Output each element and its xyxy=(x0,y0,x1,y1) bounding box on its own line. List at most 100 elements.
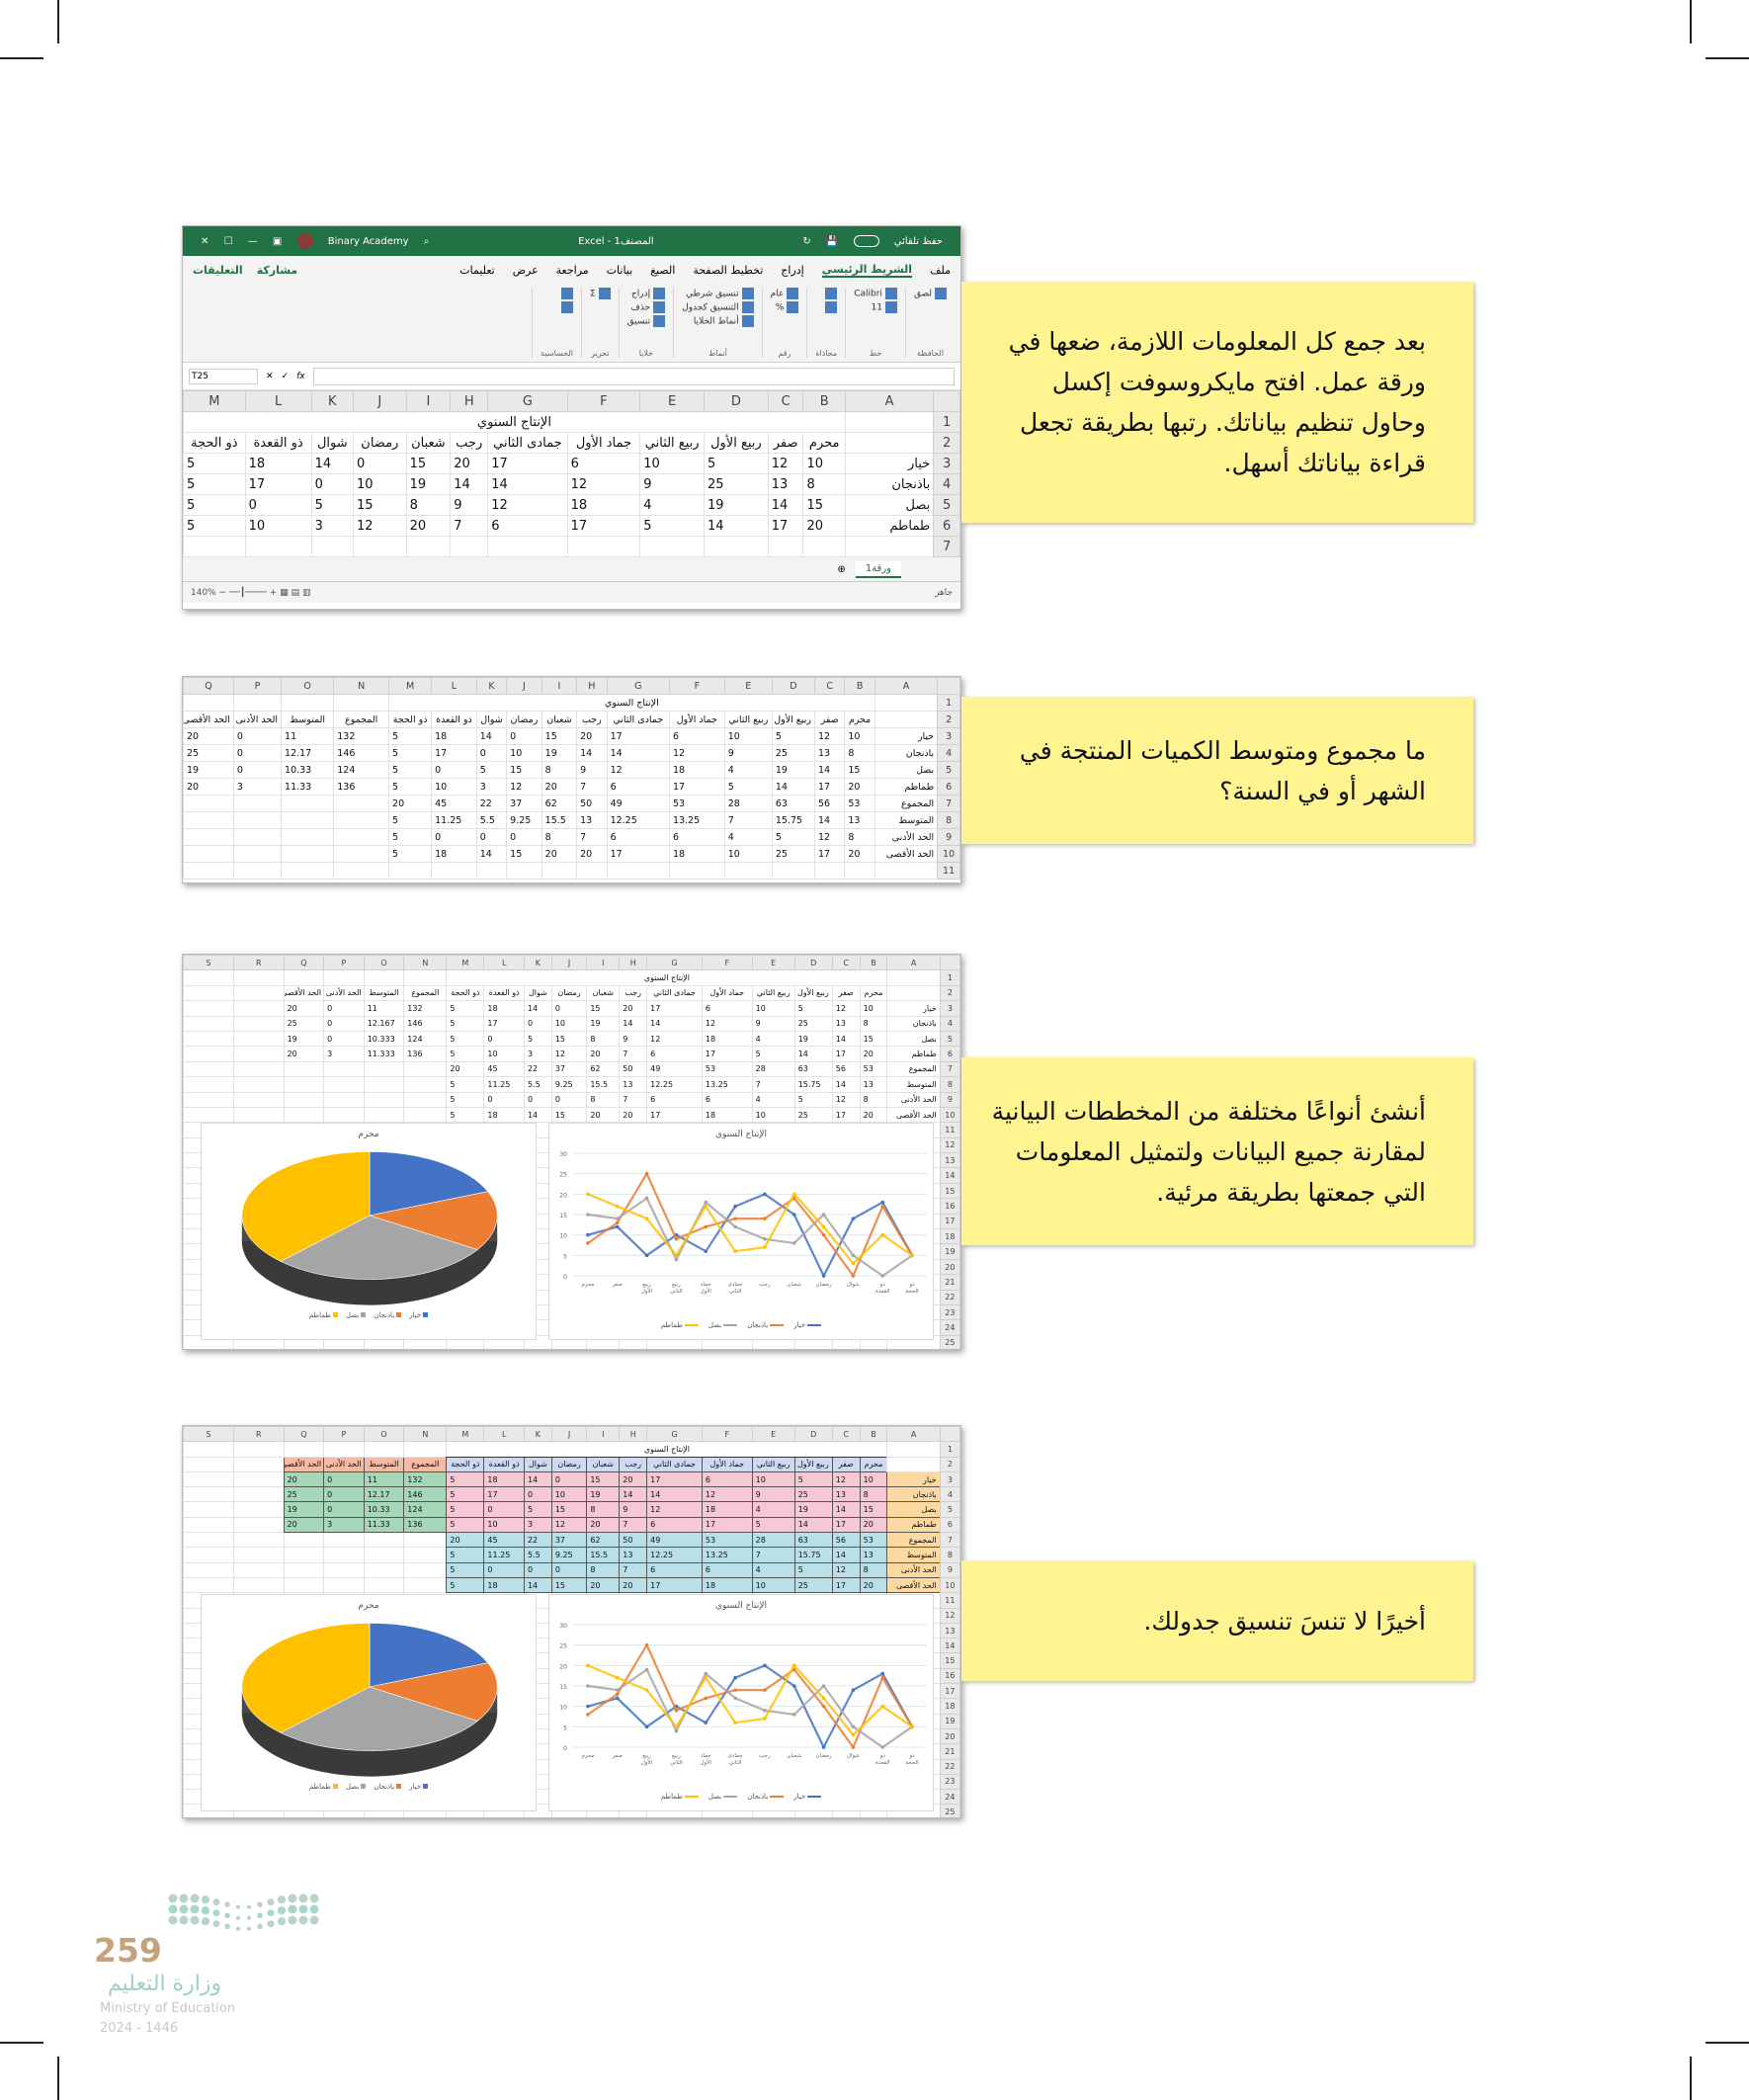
cell[interactable]: 25 xyxy=(183,744,234,762)
cell[interactable] xyxy=(403,1561,448,1578)
cell[interactable]: 49 xyxy=(646,1060,703,1078)
cell[interactable] xyxy=(232,1470,285,1488)
row-header[interactable]: 1 xyxy=(939,969,960,986)
column-header[interactable]: D xyxy=(793,1426,833,1443)
cell[interactable] xyxy=(232,1076,285,1093)
cell[interactable]: 12 xyxy=(813,727,846,745)
cell[interactable]: ذو القعدة xyxy=(244,432,312,454)
ribbon-button[interactable]: Calibri xyxy=(854,288,897,299)
ribbon-button-icon[interactable] xyxy=(825,301,838,313)
cell[interactable]: 25 xyxy=(793,1106,833,1124)
cell[interactable]: 5.5 xyxy=(475,811,508,829)
cell[interactable] xyxy=(232,1561,285,1578)
cell[interactable]: جماد الأول xyxy=(668,711,725,728)
cell[interactable]: 124 xyxy=(403,1501,448,1518)
column-header[interactable]: H xyxy=(619,1426,648,1443)
pie-chart[interactable]: محرم خيار باذنجان بصل طماطم xyxy=(201,1594,537,1811)
cell[interactable]: 0 xyxy=(550,1470,588,1488)
cell[interactable] xyxy=(403,1091,448,1108)
ribbon-button[interactable]: حذف xyxy=(627,301,666,313)
cell[interactable]: 8 xyxy=(586,1561,621,1578)
autosave-toggle[interactable] xyxy=(853,235,879,247)
row-header[interactable]: 23 xyxy=(939,1303,960,1321)
cell[interactable]: 0 xyxy=(506,828,542,846)
cell[interactable] xyxy=(333,862,390,880)
cell[interactable]: 5 xyxy=(388,778,433,796)
cell[interactable]: 12 xyxy=(487,494,568,516)
row-header[interactable]: 5 xyxy=(937,761,960,779)
cell[interactable]: 12.17 xyxy=(281,744,335,762)
cell[interactable]: 25 xyxy=(793,1576,833,1594)
cell[interactable]: 18 xyxy=(566,494,641,516)
cell[interactable]: 20 xyxy=(446,1060,485,1078)
column-header[interactable]: I xyxy=(541,677,578,695)
cell[interactable]: 12.25 xyxy=(646,1076,703,1093)
cell[interactable]: 9 xyxy=(639,473,706,495)
cell[interactable]: 12 xyxy=(353,515,407,537)
cell[interactable] xyxy=(232,1030,285,1048)
cell[interactable]: رمضان xyxy=(353,432,407,454)
cell[interactable]: 5 xyxy=(446,1547,485,1563)
cell[interactable] xyxy=(475,862,508,880)
select-all-corner[interactable] xyxy=(939,955,960,971)
column-header[interactable]: J xyxy=(353,390,407,412)
cell[interactable]: 9 xyxy=(751,1015,795,1032)
column-header[interactable]: H xyxy=(450,390,489,412)
cell[interactable]: 9.25 xyxy=(506,811,542,829)
cell[interactable] xyxy=(323,1532,365,1549)
cell[interactable] xyxy=(363,1091,405,1108)
cell[interactable]: 14 xyxy=(619,1486,648,1503)
share-button[interactable]: مشاركة xyxy=(256,263,298,277)
cell[interactable]: 146 xyxy=(333,744,390,762)
cell[interactable]: 12 xyxy=(831,1091,861,1108)
column-header[interactable]: A xyxy=(886,1426,941,1443)
cell[interactable] xyxy=(183,1106,234,1124)
row-header[interactable]: 24 xyxy=(939,1789,960,1806)
cell[interactable] xyxy=(281,694,335,712)
cell[interactable]: 14 xyxy=(831,1030,861,1048)
cell[interactable]: 11 xyxy=(363,1470,405,1488)
row-header[interactable]: 10 xyxy=(937,845,960,863)
cell[interactable]: المتوسط xyxy=(886,1076,941,1093)
cell[interactable]: 18 xyxy=(483,1000,525,1017)
cell[interactable]: 146 xyxy=(403,1486,448,1503)
cell[interactable] xyxy=(232,694,283,712)
cell[interactable] xyxy=(403,969,448,986)
cell[interactable]: 5 xyxy=(793,1561,833,1578)
cell[interactable]: 8 xyxy=(802,473,846,495)
sheet-title-cell[interactable]: الإنتاج السنوي xyxy=(446,1441,888,1458)
cell[interactable]: 63 xyxy=(793,1532,833,1549)
cell[interactable]: 5 xyxy=(446,1501,485,1518)
row-header[interactable]: 2 xyxy=(939,984,960,1002)
cell[interactable]: ربيع الثاني xyxy=(751,1456,795,1472)
cell[interactable]: 17 xyxy=(487,453,568,474)
cell[interactable]: 12.17 xyxy=(363,1486,405,1503)
cell[interactable]: ربيع الثاني xyxy=(723,711,773,728)
cell[interactable]: 45 xyxy=(483,1060,525,1078)
cell[interactable]: 12 xyxy=(646,1030,703,1048)
save-icon[interactable]: 💾 xyxy=(825,236,839,247)
cell[interactable] xyxy=(333,694,390,712)
row-header[interactable]: 8 xyxy=(937,811,960,829)
ribbon-button-icon[interactable] xyxy=(825,288,838,299)
cell[interactable]: 14 xyxy=(606,744,670,762)
cell[interactable]: 15.5 xyxy=(586,1076,621,1093)
cell[interactable]: 20 xyxy=(541,845,578,863)
cell[interactable]: 37 xyxy=(506,795,542,812)
worksheet-grid[interactable]: A B C D E F G H I J K L M N O P Q 1 الإنتاج السنوي 2 محرم صفر… xyxy=(183,677,960,880)
cell[interactable]: 9 xyxy=(619,1030,648,1048)
cell[interactable]: 0 xyxy=(523,1486,552,1503)
cell[interactable] xyxy=(363,1106,405,1124)
cell[interactable]: 17 xyxy=(813,778,846,796)
cell[interactable]: بصل xyxy=(844,494,935,516)
row-header[interactable]: 6 xyxy=(939,1516,960,1534)
cell[interactable] xyxy=(232,1532,285,1549)
cell[interactable] xyxy=(363,1441,405,1458)
column-header[interactable]: P xyxy=(323,1426,365,1443)
cell[interactable] xyxy=(183,1060,234,1078)
cell[interactable] xyxy=(281,811,335,829)
cell[interactable] xyxy=(283,1106,325,1124)
cell[interactable]: 25 xyxy=(771,744,815,762)
cell[interactable]: 5 xyxy=(446,1091,485,1108)
cell[interactable]: 13 xyxy=(859,1547,888,1563)
